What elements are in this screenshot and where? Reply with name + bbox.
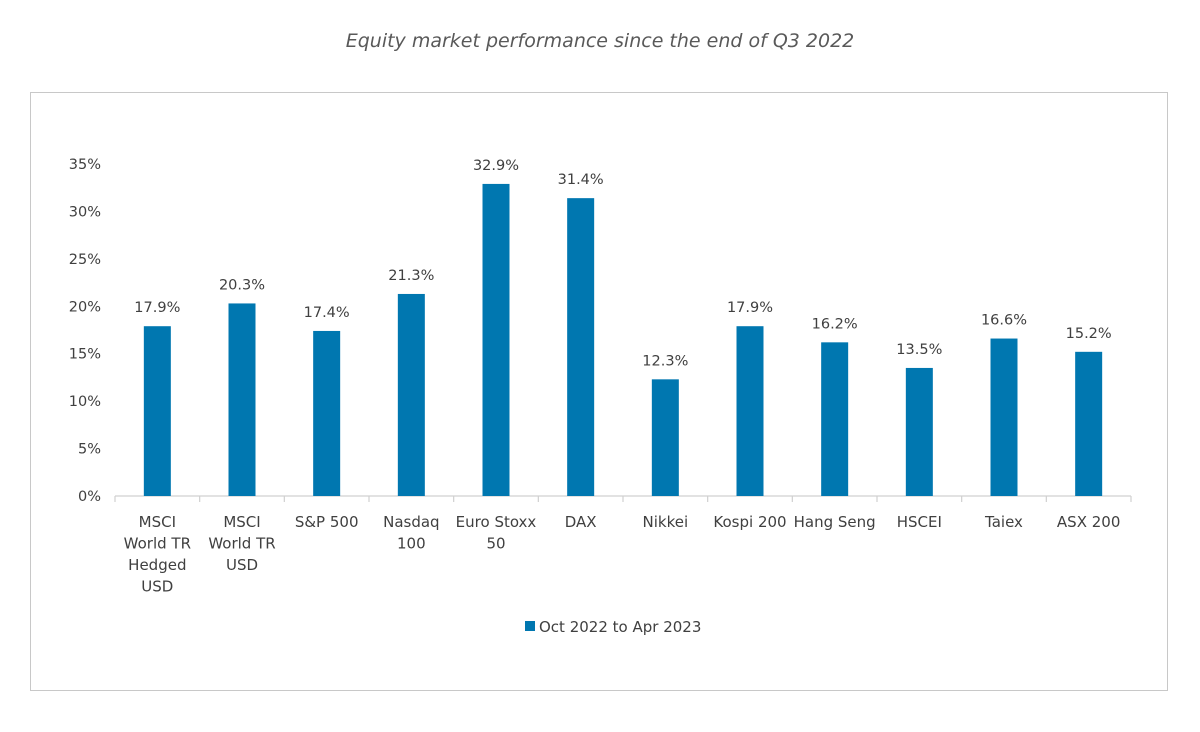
y-tick-label: 30% (69, 204, 101, 220)
data-label: 21.3% (388, 268, 434, 284)
x-tick-label: World TR (124, 535, 191, 553)
x-tick-label: Hang Seng (794, 513, 876, 531)
x-tick-label: MSCI (223, 513, 260, 531)
bar (397, 293, 425, 496)
bar (651, 379, 679, 496)
x-tick-label: HSCEI (897, 513, 942, 531)
data-label: 13.5% (896, 342, 942, 358)
chart-title: Equity market performance since the end … (345, 30, 855, 52)
data-label: 17.9% (134, 300, 180, 316)
bar (228, 303, 256, 496)
data-label: 20.3% (219, 277, 265, 293)
y-tick-label: 0% (78, 489, 101, 505)
y-tick-label: 20% (69, 299, 101, 315)
x-tick-label: S&P 500 (295, 513, 359, 531)
bar (143, 326, 171, 496)
y-tick-label: 5% (78, 442, 101, 458)
data-label: 32.9% (473, 158, 519, 174)
y-tick-label: 35% (69, 157, 101, 173)
bar (736, 326, 764, 496)
bar (990, 338, 1018, 496)
bar (482, 183, 510, 497)
bar (821, 342, 849, 496)
bar (313, 330, 341, 496)
bar (567, 198, 595, 497)
x-tick-label: 100 (397, 535, 426, 553)
data-label: 31.4% (558, 172, 604, 188)
legend-label: Oct 2022 to Apr 2023 (539, 618, 701, 636)
bar (1075, 351, 1103, 496)
x-tick-label: Euro Stoxx (456, 513, 537, 531)
y-tick-label: 10% (69, 394, 101, 410)
y-tick-label: 25% (69, 252, 101, 268)
x-tick-label: Taiex (984, 513, 1023, 531)
x-tick-label: World TR (208, 535, 275, 553)
x-tick-label: Hedged (128, 556, 186, 574)
x-tick-label: ASX 200 (1057, 513, 1120, 531)
x-tick-label: 50 (486, 535, 505, 553)
x-tick-label: USD (141, 578, 173, 596)
data-label: 16.6% (981, 313, 1027, 329)
x-tick-label: Kospi 200 (713, 513, 786, 531)
data-label: 16.2% (812, 316, 858, 332)
x-tick-label: USD (226, 556, 258, 574)
chart-frame (30, 92, 1168, 691)
y-tick-label: 15% (69, 347, 101, 363)
x-tick-label: Nikkei (643, 513, 689, 531)
legend-swatch (525, 621, 535, 631)
data-label: 12.3% (642, 353, 688, 369)
bar (905, 367, 933, 496)
x-tick-label: MSCI (139, 513, 176, 531)
data-label: 17.4% (304, 305, 350, 321)
x-tick-label: Nasdaq (383, 513, 439, 531)
x-tick-label: DAX (565, 513, 597, 531)
data-label: 17.9% (727, 300, 773, 316)
data-label: 15.2% (1066, 326, 1112, 342)
